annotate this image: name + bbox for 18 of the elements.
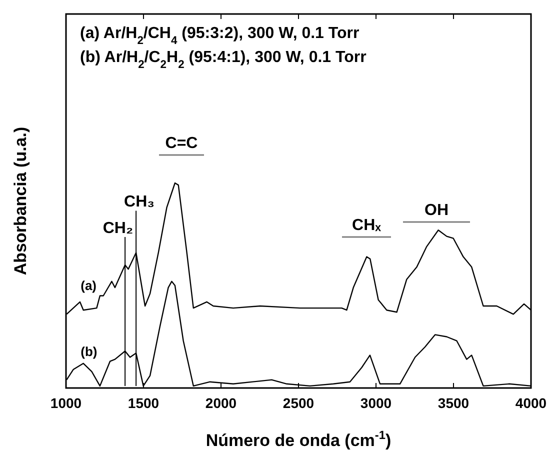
- x-tick-label: 3000: [360, 395, 392, 411]
- series-label: (b): [80, 344, 98, 359]
- annotation: CHₓ: [352, 217, 382, 234]
- text: (a) Ar/H$_{2}$/CH$_{4}$ (95:3:2), 300 W, 0.1 Torr: [80, 25, 360, 47]
- x-tick-label: 1500: [128, 395, 160, 411]
- x-tick-label: 2000: [205, 395, 237, 411]
- text: C=C: [165, 135, 198, 152]
- ref-line-label: CH₂: [102, 220, 134, 237]
- x-axis-title: Número de onda (cm$^{-1}$): [206, 428, 392, 450]
- series-label: (a): [80, 278, 97, 294]
- ref-line-label: CH₃: [124, 194, 155, 211]
- x-tick-label: 2500: [282, 395, 314, 411]
- text: (b) Ar/H$_{2}$/C$_{2}$H$_{2}$ (95:4:1), 300 W, 0.1 Torr: [80, 49, 366, 71]
- annotation: OH: [424, 202, 448, 219]
- x-tick-label: 1000: [50, 395, 82, 411]
- y-axis-title: Absorbancia (u.a.): [11, 126, 30, 276]
- x-tick-label: 3500: [438, 395, 470, 411]
- x-tick-label: 4000: [515, 395, 547, 411]
